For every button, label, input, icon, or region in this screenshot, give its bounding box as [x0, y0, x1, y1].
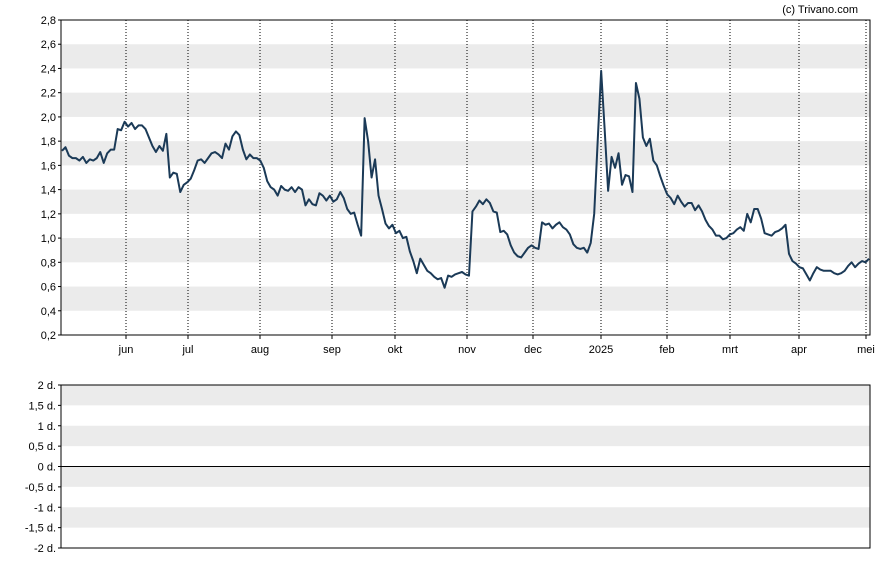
y-tick-label: 1,5 d. [28, 400, 56, 412]
y-tick-label: 2,0 [41, 112, 56, 124]
y-tick-label: 2,4 [41, 63, 56, 75]
x-tick-label: feb [659, 344, 674, 356]
lower-plot-frame [60, 384, 871, 549]
y-tick-label: -0,5 d. [25, 482, 56, 494]
y-tick-label: 0,2 [41, 330, 56, 342]
x-tick-label: apr [791, 344, 807, 356]
grid-band [61, 507, 870, 528]
y-tick-label: 0,8 [41, 257, 56, 269]
x-tick-label: 2025 [589, 344, 613, 356]
y-tick-label: 0,4 [41, 306, 56, 318]
y-tick-label: 2 d. [38, 380, 56, 392]
grid-band [61, 189, 870, 214]
y-tick-label: 1,2 [41, 209, 56, 221]
y-tick-label: 2,2 [41, 88, 56, 100]
y-tick-label: 1,0 [41, 233, 56, 245]
lower-chart-y-axis: 2 d. 1,5 d. 1 d. 0,5 d. 0 d. -0,5 d. -1 d. -1,5… [25, 380, 61, 555]
x-tick-label: nov [458, 344, 476, 356]
price-series [61, 69, 870, 289]
grid-band [61, 238, 870, 263]
x-tick-label: jul [181, 344, 193, 356]
x-tick-label: mrt [722, 344, 738, 356]
y-tick-label: 1 d. [38, 421, 56, 433]
y-tick-label: 1,6 [41, 160, 56, 172]
lower-chart-bands [61, 385, 870, 528]
grid-band [61, 385, 870, 406]
grid-band [61, 425, 870, 447]
y-tick-label: -2 d. [34, 543, 56, 555]
upper-chart-bands [61, 44, 870, 311]
y-tick-label: -1,5 d. [25, 523, 56, 535]
y-tick-label: 2,6 [41, 39, 56, 51]
y-tick-label: 0,6 [41, 282, 56, 294]
y-tick-label: 0,5 d. [28, 441, 56, 453]
x-tick-label: jun [118, 344, 134, 356]
grid-band [61, 44, 870, 69]
grid-band [61, 141, 870, 166]
grid-band [61, 466, 870, 487]
x-tick-label: sep [323, 344, 341, 356]
x-tick-label: okt [388, 344, 403, 356]
upper-chart-y-axis: 0,2 0,4 0,6 0,8 1,0 1,2 1,4 1,6 1,8 2,0 2,2 2,4 2,6 2… [41, 15, 61, 342]
y-tick-label: 0 d. [38, 462, 56, 474]
grid-band [61, 286, 870, 311]
y-tick-label: 1,4 [41, 185, 56, 197]
y-tick-label: 1,8 [41, 136, 56, 148]
x-tick-label: aug [251, 344, 269, 356]
price-line [61, 69, 870, 289]
grid-band [61, 92, 870, 117]
y-tick-label: 2,8 [41, 15, 56, 27]
credit-text: (c) Trivano.com [782, 4, 858, 16]
x-tick-label: dec [524, 344, 542, 356]
upper-chart-x-axis: jun jul aug sep okt nov dec 2025 feb mrt apr mei [118, 335, 875, 356]
upper-plot-frame [60, 19, 871, 336]
y-tick-label: -1 d. [34, 502, 56, 514]
x-tick-label: mei [857, 344, 875, 356]
